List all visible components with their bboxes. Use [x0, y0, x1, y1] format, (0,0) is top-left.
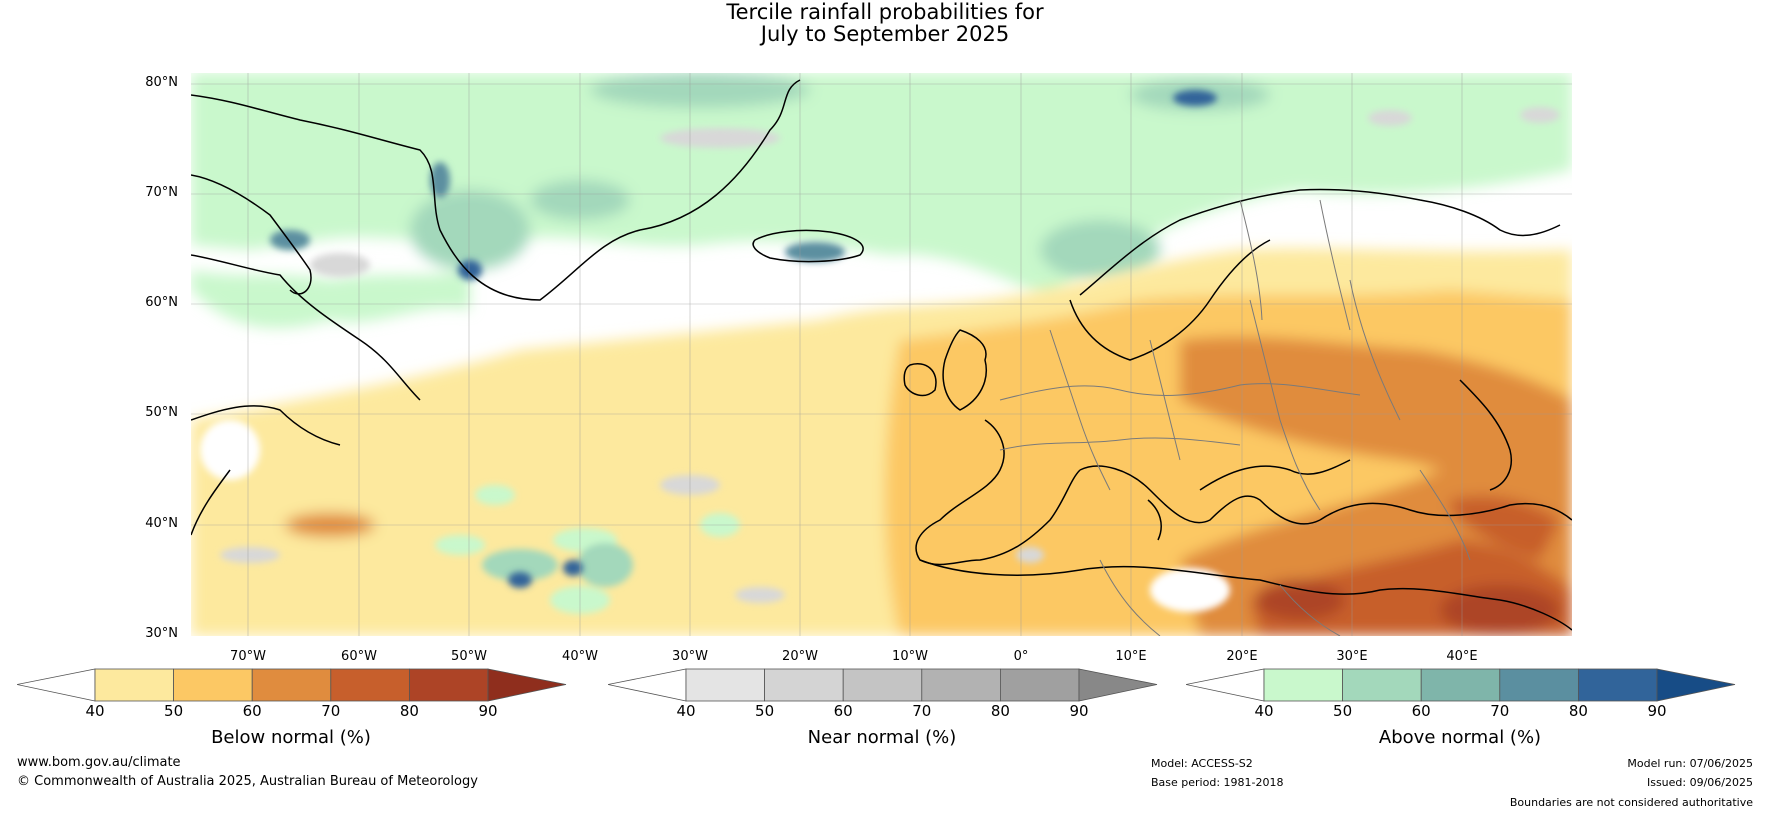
- lat-label-60n: 60°N: [145, 295, 178, 310]
- colorbar-tick-label: 90: [1647, 702, 1667, 720]
- colorbar-tick-label: 60: [1411, 702, 1431, 720]
- lat-label-70n: 70°N: [145, 185, 178, 200]
- colorbar-below-normal-title: Below normal (%): [211, 727, 371, 748]
- footer-url: www.bom.gov.au/climate: [17, 755, 181, 770]
- lon-label-20e: 20°E: [1226, 649, 1258, 664]
- footer-base-period: Base period: 1981-2018: [1151, 776, 1284, 789]
- chart-title-line1: Tercile rainfall probabilities for: [726, 0, 1044, 24]
- colorbar-segment: [251, 668, 332, 702]
- colorbar-below-normal: [17, 668, 567, 702]
- footer-disclaimer: Boundaries are not considered authoritat…: [1509, 796, 1753, 809]
- colorbar-segment: [921, 668, 1001, 702]
- footer-model: Model: ACCESS-S2: [1151, 757, 1253, 770]
- country-borders: [999, 199, 1471, 636]
- colorbar-tick-label: 70: [912, 702, 932, 720]
- lat-label-50n: 50°N: [145, 405, 178, 420]
- lon-label-10w: 10°W: [892, 649, 928, 664]
- colorbar-tick-label: 40: [85, 702, 105, 720]
- colorbar-tick-label: 70: [321, 702, 341, 720]
- lon-label-20w: 20°W: [782, 649, 818, 664]
- lon-label-30e: 30°E: [1336, 649, 1368, 664]
- colorbar-segment: [330, 668, 410, 702]
- colorbar-segment: [408, 668, 489, 702]
- above-normal-subtropical-patches: [200, 420, 1230, 614]
- colorbar-tick-label: 80: [1568, 702, 1588, 720]
- lon-label-0: 0°: [1013, 649, 1029, 664]
- colorbar-tick-label: 90: [478, 702, 498, 720]
- above-normal-arctic-field: [191, 73, 1572, 329]
- colorbar-tick-label: 80: [399, 702, 419, 720]
- lat-label-40n: 40°N: [145, 516, 178, 531]
- colorbar-segment: [842, 668, 923, 702]
- colorbar-above-normal: [1186, 668, 1736, 702]
- colorbar-tick-label: 70: [1490, 702, 1510, 720]
- lon-label-70w: 70°W: [230, 649, 266, 664]
- footer-model-run: Model run: 07/06/2025: [1627, 757, 1753, 770]
- colorbar-tick-label: 50: [164, 702, 184, 720]
- lon-label-50w: 50°W: [451, 649, 487, 664]
- colorbar-tick-label: 50: [755, 702, 775, 720]
- colorbar-segment: [1577, 668, 1658, 702]
- colorbar-segment: [173, 668, 253, 702]
- colorbar-segment: [764, 668, 844, 702]
- lon-label-40w: 40°W: [562, 649, 598, 664]
- lon-label-40e: 40°E: [1446, 649, 1478, 664]
- colorbar-high-extend: [1078, 668, 1158, 702]
- footer-copyright: © Commonwealth of Australia 2025, Austra…: [17, 774, 478, 789]
- colorbar-tick-label: 40: [1254, 702, 1274, 720]
- colorbar-segment: [1342, 668, 1422, 702]
- colorbar-low-extend: [1186, 668, 1265, 702]
- footer-issued: Issued: 09/06/2025: [1646, 776, 1753, 789]
- colorbar-low-extend: [17, 668, 96, 702]
- colorbar-tick-label: 60: [242, 702, 262, 720]
- colorbar-tick-label: 50: [1333, 702, 1353, 720]
- colorbar-segment: [999, 668, 1080, 702]
- colorbar-tick-label: 90: [1069, 702, 1089, 720]
- below-normal-europe-field: [191, 248, 1572, 636]
- colorbar-high-extend: [1656, 668, 1736, 702]
- colorbar-low-extend: [608, 668, 687, 702]
- lon-label-10e: 10°E: [1115, 649, 1147, 664]
- colorbar-segment: [1420, 668, 1501, 702]
- lat-label-30n: 30°N: [145, 626, 178, 641]
- lat-label-80n: 80°N: [145, 75, 178, 90]
- colorbar-segment: [685, 668, 765, 702]
- coastlines: [191, 79, 1572, 631]
- colorbar-tick-label: 60: [833, 702, 853, 720]
- colorbar-segment: [94, 668, 174, 702]
- colorbar-above-normal-title: Above normal (%): [1378, 727, 1542, 748]
- lon-label-30w: 30°W: [672, 649, 708, 664]
- above-normal-wet-spots: [270, 90, 1217, 588]
- graticule: [191, 73, 1572, 636]
- lon-label-60w: 60°W: [341, 649, 377, 664]
- colorbar-near-normal: [608, 668, 1158, 702]
- colorbar-high-extend: [487, 668, 567, 702]
- colorbar-tick-label: 80: [990, 702, 1010, 720]
- colorbar-segment: [1499, 668, 1579, 702]
- chart-title-line2: July to September 2025: [760, 22, 1010, 46]
- colorbar-near-normal-title: Near normal (%): [807, 727, 957, 748]
- colorbar-tick-label: 40: [676, 702, 696, 720]
- colorbar-segment: [1263, 668, 1343, 702]
